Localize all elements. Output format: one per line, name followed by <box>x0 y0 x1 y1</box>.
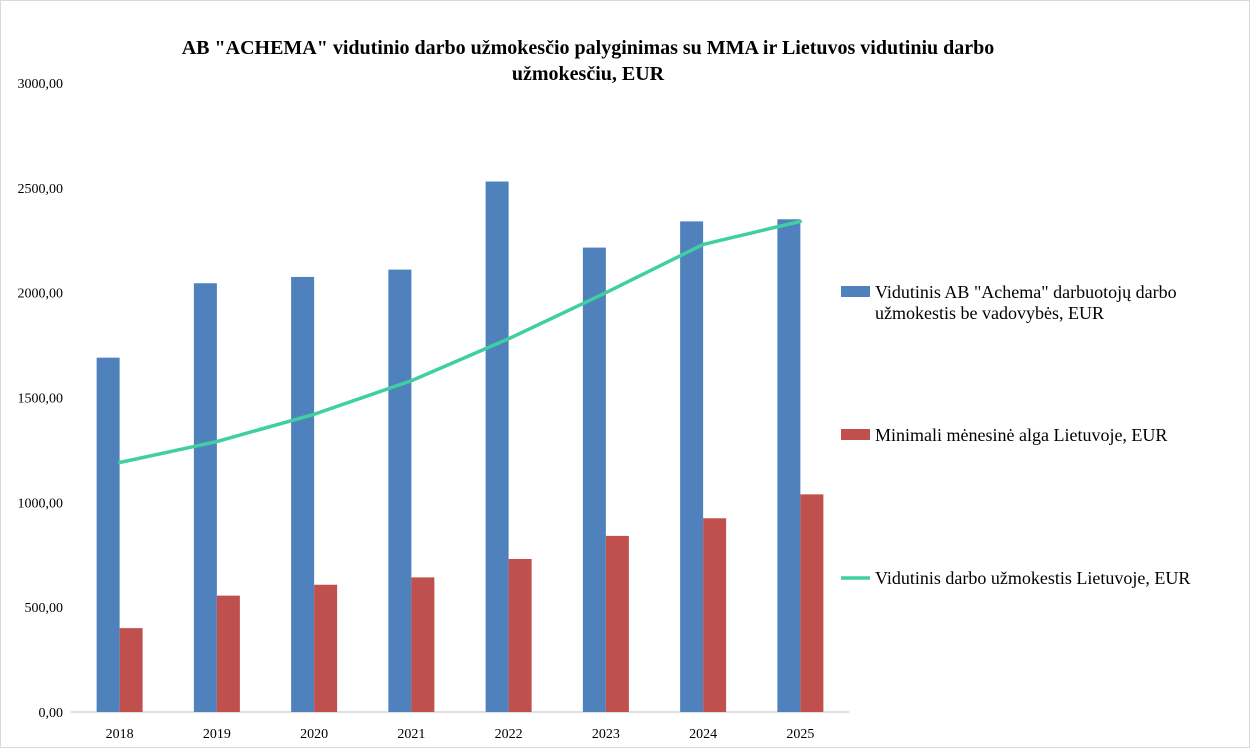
minimum-wage-bar <box>119 628 143 712</box>
legend-label: Vidutinis darbo užmokestis Lietuvoje, EU… <box>875 568 1190 588</box>
x-tick-label: 2020 <box>300 727 328 742</box>
y-tick-label: 0,00 <box>39 706 64 721</box>
minimum-wage-bar <box>508 558 532 712</box>
legend-label: Minimali mėnesinė alga Lietuvoje, EUR <box>875 425 1167 445</box>
line-series <box>117 219 803 465</box>
achema-salary-bar <box>777 219 801 713</box>
y-tick-label: 2500,00 <box>18 182 64 197</box>
average-wage-line <box>117 219 803 465</box>
minimum-wage-bar <box>605 535 629 712</box>
achema-salary-bar <box>96 357 120 712</box>
achema-salary-bar <box>485 181 509 712</box>
x-tick-label: 2019 <box>203 727 231 742</box>
y-tick-label: 1000,00 <box>18 496 64 511</box>
x-tick-label: 2021 <box>397 727 425 742</box>
achema-salary-bar <box>388 269 412 712</box>
legend-swatch-minimum-wage <box>841 429 870 440</box>
y-tick-label: 500,00 <box>25 601 64 616</box>
legend-swatch-achema <box>841 286 870 297</box>
legend-label: užmokestis be vadovybės, EUR <box>875 303 1104 323</box>
x-tick-label: 2022 <box>495 727 523 742</box>
chart-title-line-2: užmokesčiu, EUR <box>512 63 665 85</box>
achema-salary-bar <box>680 221 704 712</box>
x-tick-label: 2024 <box>689 727 717 742</box>
bars <box>96 181 824 713</box>
x-tick-label: 2018 <box>106 727 134 742</box>
achema-salary-bar <box>582 247 606 713</box>
legend-label: Vidutinis AB "Achema" darbuotojų darbo <box>875 282 1177 302</box>
legend: Vidutinis AB "Achema" darbuotojų darbouž… <box>841 282 1190 588</box>
achema-salary-bar <box>291 276 315 712</box>
minimum-wage-bar <box>411 577 435 712</box>
minimum-wage-bar <box>216 595 240 712</box>
achema-salary-bar <box>193 283 217 712</box>
chart-title-line-1: AB "ACHEMA" vidutinio darbo užmokesčio p… <box>182 37 995 59</box>
y-tick-label: 3000,00 <box>18 77 64 92</box>
y-tick-label: 2000,00 <box>18 287 64 302</box>
x-tick-label: 2025 <box>786 727 814 742</box>
minimum-wage-bar <box>800 494 824 712</box>
minimum-wage-bar <box>314 584 338 712</box>
axes: 0,00 500,00 1000,00 1500,00 2000,00 2500,00 30… <box>18 77 849 742</box>
minimum-wage-bar <box>703 518 727 712</box>
x-tick-label: 2023 <box>592 727 620 742</box>
y-tick-label: 1500,00 <box>18 392 64 407</box>
